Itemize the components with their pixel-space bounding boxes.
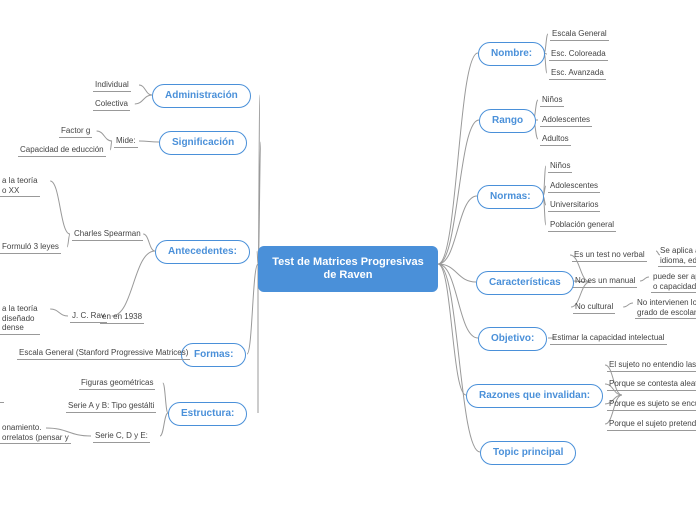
branch-node: Normas: <box>477 185 544 209</box>
leaf-node: Adultos <box>540 133 571 146</box>
leaf-node: Escala General <box>550 28 609 41</box>
branch-node: Características <box>476 271 574 295</box>
branch-node: Administración <box>152 84 251 108</box>
leaf-node: Charles Spearman <box>72 228 143 241</box>
sub-node: puede ser aplic o capacidad mo <box>651 271 696 293</box>
leaf-node: Porque es sujeto se encuentra o <box>607 398 696 411</box>
leaf-node: Niños <box>540 94 564 107</box>
sub-node: No intervienen los con grado de escolari… <box>635 297 696 319</box>
leaf-node: Colectiva <box>93 98 130 111</box>
branch-node: Estructura: <box>168 402 247 426</box>
leaf-node: Individual <box>93 79 131 92</box>
mindmap-canvas: Test de Matrices Progresivas de Raven Nom… <box>0 0 696 520</box>
sub-node: Se aplica a c idioma, educ <box>658 245 696 267</box>
branch-node: Rango <box>479 109 536 133</box>
leaf-node: Población general <box>548 219 616 232</box>
sub-node <box>0 400 4 403</box>
branch-node: Formas: <box>181 343 246 367</box>
leaf-node: Niños <box>548 160 572 173</box>
leaf-node: Porque el sujeto pretende engañ <box>607 418 696 431</box>
leaf-node: Adolescentes <box>540 114 592 127</box>
sub-node: a la teoría diseñado dense <box>0 303 40 335</box>
sub-node: a la teoría o XX <box>0 175 40 197</box>
leaf-node: No es un manual <box>573 275 637 288</box>
sub-node: onamiento. orrelatos (pensar y <box>0 422 71 444</box>
sub-node: Factor g <box>59 125 92 138</box>
leaf-node: Porque se contesta aleatoriamen <box>607 378 696 391</box>
leaf-node: Escala General (Stanford Progressive Mat… <box>17 347 190 360</box>
center-node: Test de Matrices Progresivas de Raven <box>258 246 438 292</box>
branch-node: Significación <box>159 131 247 155</box>
leaf-node: Serie A y B: Tipo gestálti <box>66 400 156 413</box>
leaf-node: Mide: <box>114 135 138 148</box>
sub-node: en en 1938 <box>100 311 144 324</box>
sub-node: Capacidad de educción <box>18 144 106 157</box>
leaf-node: Adolescentes <box>548 180 600 193</box>
leaf-node: No cultural <box>573 301 615 314</box>
leaf-node: Estimar la capacidad intelectual <box>550 332 667 345</box>
branch-node: Nombre: <box>478 42 545 66</box>
branch-node: Objetivo: <box>478 327 547 351</box>
leaf-node: Figuras geométricas <box>79 377 155 390</box>
leaf-node: Esc. Coloreada <box>549 48 608 61</box>
leaf-node: Esc. Avanzada <box>549 67 606 80</box>
sub-node: Formuló 3 leyes <box>0 241 61 254</box>
leaf-node: Universitarios <box>548 199 600 212</box>
branch-node: Antecedentes: <box>155 240 250 264</box>
leaf-node: El sujeto no entendio las instruc <box>607 359 696 372</box>
branch-node: Razones que invalidan: <box>466 384 603 408</box>
leaf-node: Serie C, D y E: <box>93 430 150 443</box>
branch-node: Topic principal <box>480 441 576 465</box>
leaf-node: Es un test no verbal <box>572 249 647 262</box>
